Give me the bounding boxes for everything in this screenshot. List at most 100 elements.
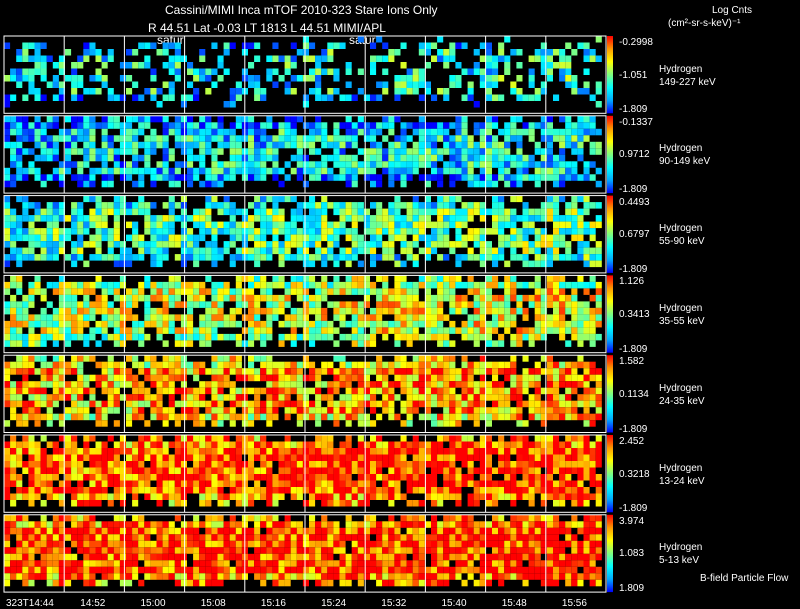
heatmap-cell [211,202,218,209]
heatmap-cell [248,361,255,369]
heatmap-cell [522,355,529,362]
heatmap-cell [577,301,584,308]
heatmap-cell [370,333,377,341]
heatmap-cell [528,500,535,507]
heatmap-cell [107,247,114,255]
heatmap-cell [467,500,474,507]
heatmap-cell [553,374,560,382]
heatmap-cell [89,42,96,49]
heatmap-cell [52,521,59,528]
heatmap-cell [144,454,151,461]
heatmap-cell [168,474,175,481]
heatmap-cell [254,387,261,395]
heatmap-cell [58,413,65,421]
heatmap-cell [126,148,133,155]
heatmap-cell [16,413,23,421]
heatmap-cell [510,521,517,528]
heatmap-cell [443,241,450,248]
heatmap-cell [546,435,553,442]
heatmap-cell [34,454,41,461]
heatmap-cell [357,148,364,155]
heatmap-cell [577,480,584,487]
heatmap-cell [388,180,395,188]
heatmap-cell [199,135,206,142]
heatmap-cell [546,355,553,362]
heatmap-cell [437,254,444,261]
heatmap-cell [168,148,175,155]
heatmap-cell [254,167,261,175]
heatmap-cell [400,307,407,315]
heatmap-cell [424,154,431,162]
heatmap-cell [162,122,169,129]
heatmap-cell [479,180,486,188]
heatmap-cell [193,448,200,455]
heatmap-cell [174,115,181,123]
heatmap-cell [302,407,309,414]
heatmap-cell [534,448,541,455]
heatmap-cell [321,493,328,500]
heatmap-cell [394,234,401,242]
heatmap-cell [589,228,596,235]
heatmap-cell [58,394,65,401]
heatmap-cell [168,521,175,528]
heatmap-cell [565,208,572,216]
heatmap-cell [266,474,273,481]
heatmap-cell [16,135,23,142]
heatmap-cell [144,215,151,222]
heatmap-cell [467,202,474,209]
heatmap-cell [315,327,322,334]
heatmap-cell [58,467,65,474]
heatmap-cell [400,514,407,522]
heatmap-cell [138,327,145,334]
heatmap-cell [65,514,72,522]
heatmap-cell [272,534,279,541]
heatmap-cell [553,221,560,229]
heatmap-cell [138,115,145,123]
heatmap-cell [577,174,584,181]
heatmap-cell [34,413,41,421]
heatmap-cell [4,241,11,248]
heatmap-cell [4,320,11,328]
heatmap-cell [534,275,541,282]
heatmap-cell [187,180,194,188]
panel-frame [3,354,607,434]
heatmap-cell [266,254,273,261]
heatmap-cell [504,215,511,222]
heatmap-cell [309,208,316,216]
heatmap-cell [345,122,352,129]
heatmap-cell [431,148,438,155]
heatmap-cell [467,301,474,308]
heatmap-cell [516,228,523,235]
heatmap-cell [565,327,572,334]
heatmap-cell [479,294,486,302]
heatmap-cell [357,454,364,461]
heatmap-cell [534,288,541,295]
heatmap-cell [302,215,309,222]
heatmap-cell [101,314,108,321]
heatmap-cell [437,467,444,474]
heatmap-cell [351,320,358,328]
heatmap-cell [455,493,462,500]
heatmap-cell [229,467,236,474]
heatmap-cell [4,448,11,455]
heatmap-cell [89,122,96,129]
heatmap-cell [449,514,456,522]
heatmap-cell [211,394,218,401]
heatmap-cell [254,467,261,474]
heatmap-cell [254,135,261,142]
heatmap-cell [284,281,291,289]
heatmap-cell [266,521,273,528]
heatmap-cell [540,115,547,123]
heatmap-cell [119,314,126,321]
heatmap-cell [351,413,358,421]
heatmap-cell [77,81,84,88]
heatmap-cell [290,215,297,222]
heatmap-cell [510,435,517,442]
heatmap-cell [345,154,352,162]
heatmap-cell [46,141,53,149]
heatmap-cell [473,333,480,341]
heatmap-cell [443,128,450,136]
heatmap-cell [272,400,279,408]
heatmap-cell [113,461,120,468]
heatmap-cell [229,487,236,494]
